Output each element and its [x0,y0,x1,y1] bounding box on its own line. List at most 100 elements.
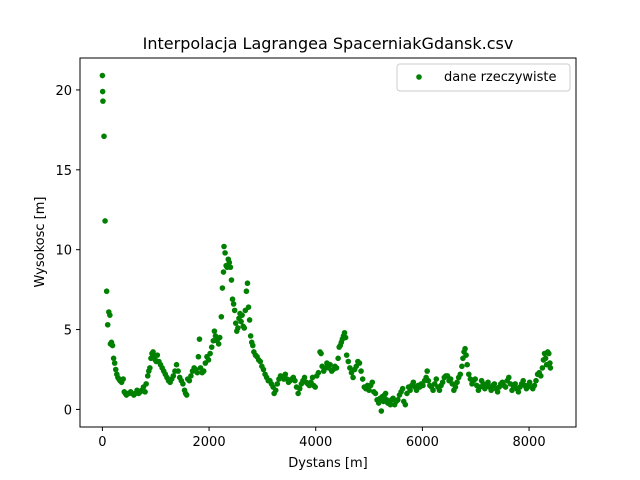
data-point [547,365,554,371]
data-point [143,381,149,387]
data-point [538,373,544,379]
data-point [183,392,190,398]
data-point [295,390,301,397]
data-point [318,350,324,357]
data-point [226,259,233,266]
data-point [186,377,193,384]
data-point [211,328,218,334]
data-point [430,387,436,394]
data-point [494,389,501,395]
data-point [239,312,245,318]
data-point [531,382,538,389]
data-point [195,353,202,360]
y-axis-label: Wysokosc [m] [33,197,48,288]
data-point [312,384,319,390]
data-point [250,342,256,349]
data-point [387,401,394,408]
data-point [208,344,215,350]
data-point [502,384,509,390]
data-point [196,336,203,342]
data-point [245,304,252,310]
data-point [282,371,289,378]
data-point [341,329,348,336]
data-point [464,361,471,368]
data-point [436,387,443,394]
data-point [221,243,227,250]
data-point [350,374,356,381]
x-tick-label: 0 [98,435,106,450]
data-point [230,301,237,307]
data-point [102,218,108,224]
data-point [533,377,539,384]
data-point [257,358,264,365]
x-tick-label: 6000 [406,435,439,450]
y-tick-label: 10 [55,244,72,259]
data-point [272,387,279,394]
data-point [343,352,350,358]
data-point [180,381,186,387]
data-point [170,373,177,379]
data-point [382,390,389,397]
data-point [347,365,353,371]
y-tick-label: 5 [64,324,72,339]
data-point [342,334,349,341]
y-tick-label: 0 [64,403,72,418]
data-points-layer [99,72,554,414]
data-point [246,317,253,323]
data-point [238,318,244,325]
data-point [462,345,468,352]
data-point [215,341,222,347]
data-point [296,385,303,392]
data-point [150,349,156,355]
data-point [244,280,251,287]
data-point [315,369,322,376]
data-point [459,363,465,370]
data-point [485,379,491,386]
data-point [188,373,194,379]
data-point [372,390,379,397]
data-point [457,371,464,378]
data-point [359,376,366,382]
data-point [327,361,333,368]
data-point [110,355,117,362]
y-tick-label: 15 [55,164,72,179]
data-point [247,333,254,339]
data-point [260,366,267,373]
data-point [227,264,234,271]
data-point [228,277,235,283]
data-point [142,389,148,395]
data-point [539,365,546,371]
data-point [439,379,446,386]
data-point [100,98,106,104]
data-point [335,355,341,362]
data-point [99,88,106,95]
data-point [463,352,469,358]
y-axis: 0 5 10 15 20 [55,84,80,418]
data-point [546,350,552,357]
x-tick-label: 2000 [193,435,226,450]
data-point [378,408,385,414]
data-point [402,401,409,408]
data-point [515,389,522,395]
data-point [472,376,479,382]
data-point [358,368,364,374]
data-point [399,385,406,392]
data-point [107,312,113,318]
data-point [219,285,226,291]
data-point [235,325,241,331]
x-tick-label: 4000 [299,435,332,450]
data-point [395,397,401,403]
data-point [356,360,363,366]
data-point [345,358,352,365]
data-point [424,368,431,374]
data-point [232,320,239,326]
data-point [491,381,498,387]
data-point [425,377,432,384]
data-point [542,355,549,362]
data-point [205,357,212,363]
data-point [452,384,459,390]
data-point [218,313,225,320]
data-point [194,369,201,376]
data-point [466,371,472,378]
